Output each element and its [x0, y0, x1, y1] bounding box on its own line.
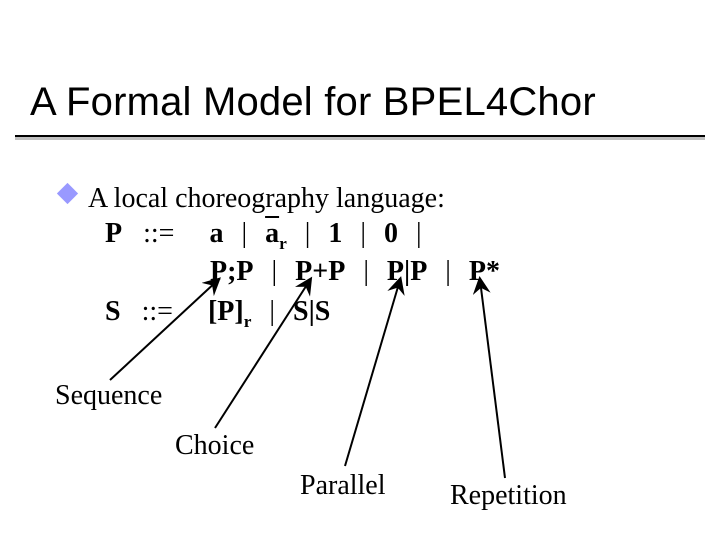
tok-ss: S|S [293, 296, 330, 327]
slide: A Formal Model for BPEL4Chor A local cho… [0, 0, 720, 540]
lhs-S: S [105, 296, 121, 327]
lhs-P: P [105, 218, 122, 249]
tok-0: 0 [384, 218, 398, 249]
repetition-arrow [480, 280, 505, 478]
diamond-bullet-icon [57, 183, 78, 204]
intro-text: A local choreography language: [88, 180, 445, 218]
page-title: A Formal Model for BPEL4Chor [30, 80, 596, 125]
tok-par: P|P [387, 256, 427, 287]
tok-abar-sub: r [279, 234, 287, 253]
tok-paren-sub: r [244, 312, 252, 331]
title-underline-shadow [15, 137, 705, 140]
label-parallel: Parallel [300, 470, 386, 502]
tok-rep: P* [469, 256, 500, 287]
grammar-line-2: P;P | P+P | P|P | P* [210, 256, 500, 288]
tok-seq: P;P [210, 256, 254, 287]
grammar-line-3: S ::= [P]r | S|S [105, 296, 330, 332]
grammar-line-1: P ::= a | ar | 1 | 0 | [105, 218, 426, 254]
tok-a: a [209, 218, 223, 249]
tok-abar: a [265, 218, 279, 250]
label-choice: Choice [175, 430, 254, 462]
tok-1: 1 [328, 218, 342, 249]
parallel-arrow [345, 280, 400, 466]
title-underline [15, 135, 705, 137]
label-repetition: Repetition [450, 480, 567, 512]
tok-paren: [P] [208, 296, 244, 327]
tok-choice: P+P [295, 256, 345, 287]
label-sequence: Sequence [55, 380, 162, 412]
